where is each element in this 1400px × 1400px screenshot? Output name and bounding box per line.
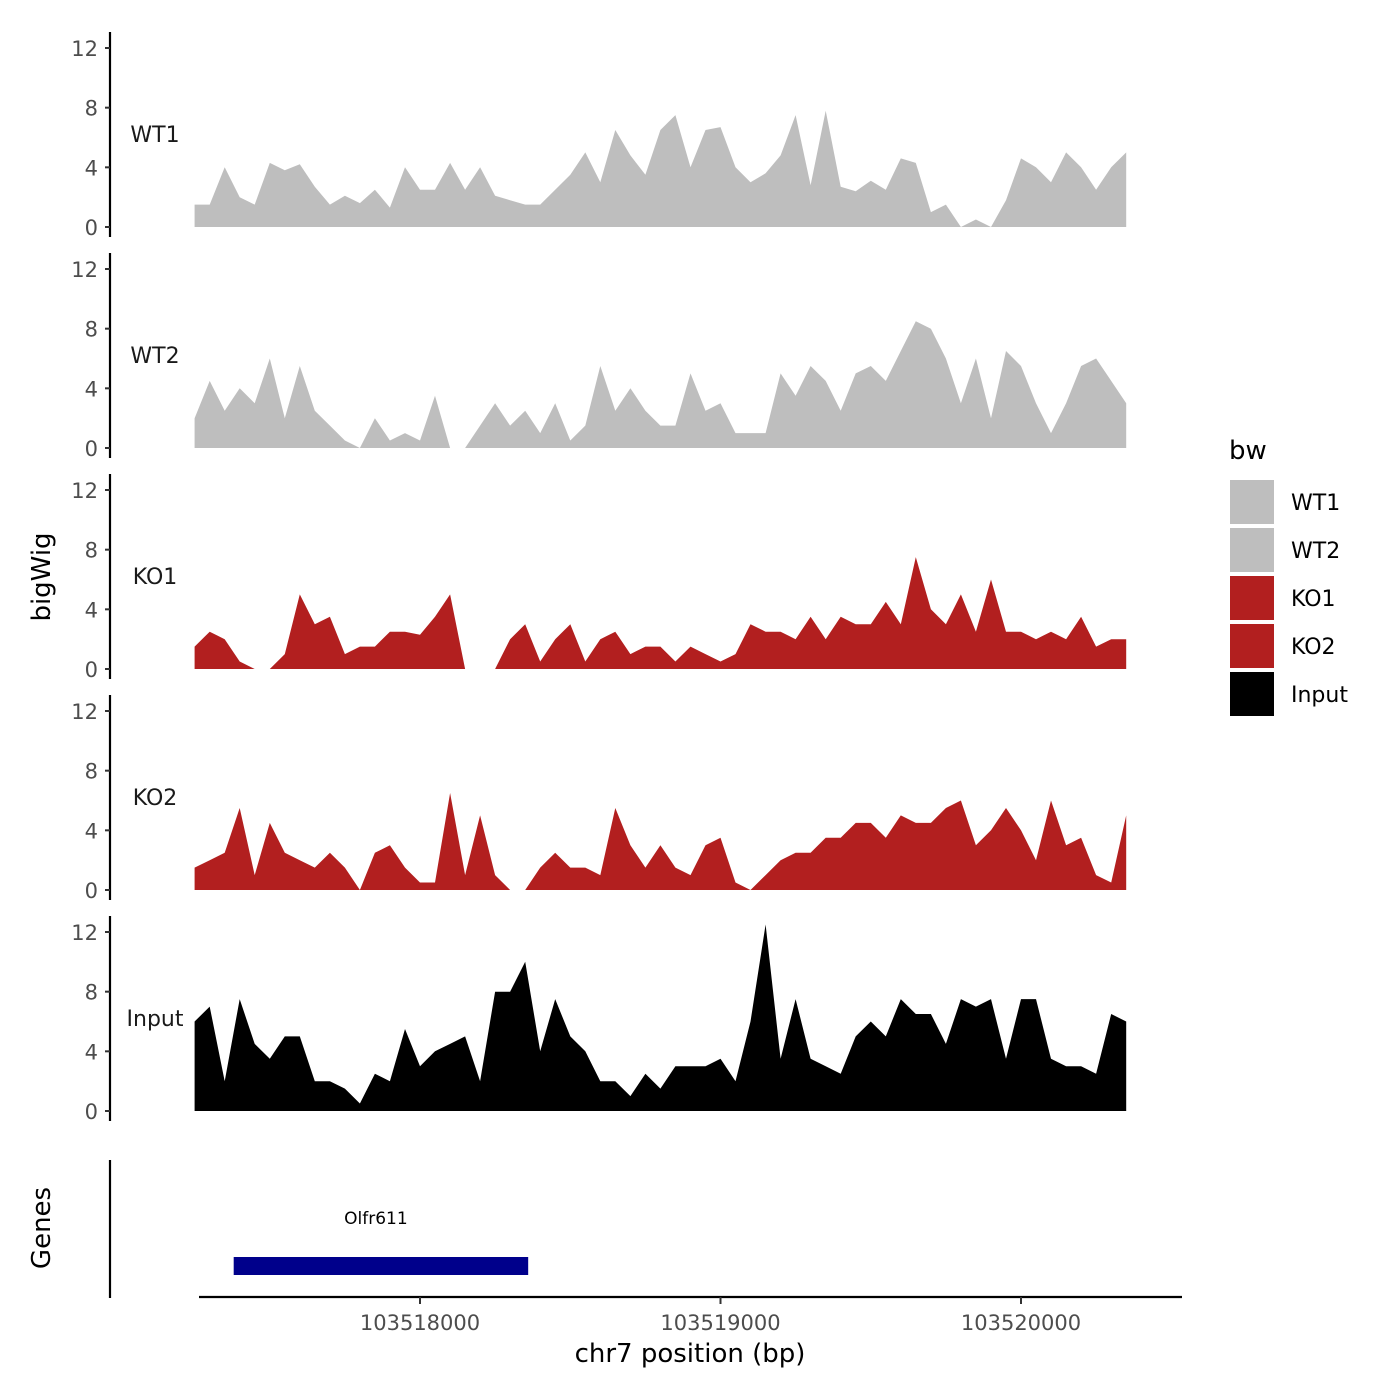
area-ko2 (194, 793, 1127, 890)
legend: bw WT1 WT2 KO1 KO2 Input (1229, 436, 1348, 716)
legend-label-ko2: KO2 (1291, 635, 1336, 660)
y-tick-label: 12 (71, 921, 98, 945)
track-input: 0 4 8 12 Input (71, 916, 1127, 1124)
y-tick-label: 4 (85, 156, 98, 180)
legend-label-wt1: WT1 (1291, 491, 1340, 516)
y-tick-label: 8 (85, 539, 98, 563)
legend-swatch-input (1230, 672, 1274, 716)
legend-swatch-wt1 (1230, 480, 1274, 524)
y-axis-label: bigWig (27, 532, 57, 621)
legend-title: bw (1229, 436, 1267, 466)
track-label-wt1: WT1 (130, 123, 179, 148)
y-tick-label: 0 (85, 879, 98, 903)
y-tick-label: 8 (85, 318, 98, 342)
y-tick-label: 4 (85, 1040, 98, 1064)
y-tick-label: 4 (85, 819, 98, 843)
y-tick-label: 8 (85, 97, 98, 121)
y-tick-label: 0 (85, 1100, 98, 1124)
gene-label-olfr611: Olfr611 (344, 1209, 408, 1229)
y-tick-label: 4 (85, 377, 98, 401)
track-ko1: 0 4 8 12 KO1 (71, 474, 1127, 682)
genes-axis-label: Genes (27, 1187, 57, 1269)
y-tick-label: 0 (85, 437, 98, 461)
y-tick-label: 12 (71, 37, 98, 61)
area-wt2 (194, 321, 1127, 448)
track-wt2: 0 4 8 12 WT2 (71, 253, 1127, 461)
legend-label-input: Input (1291, 683, 1348, 708)
legend-label-ko1: KO1 (1291, 587, 1336, 612)
area-wt1 (194, 110, 1127, 227)
legend-swatch-wt2 (1230, 528, 1274, 572)
track-label-input: Input (127, 1007, 184, 1032)
track-label-ko2: KO2 (133, 786, 178, 811)
track-wt1: 0 4 8 12 WT1 (71, 32, 1127, 240)
y-tick-label: 12 (71, 258, 98, 282)
y-tick-label: 12 (71, 479, 98, 503)
track-label-wt2: WT2 (130, 344, 179, 369)
track-ko2: 0 4 8 12 KO2 (71, 695, 1127, 903)
x-tick-label: 103520000 (961, 1311, 1081, 1335)
y-tick-label: 12 (71, 700, 98, 724)
legend-label-wt2: WT2 (1291, 539, 1340, 564)
gene-bar-olfr611 (233, 1257, 529, 1275)
y-tick-label: 8 (85, 981, 98, 1005)
track-label-ko1: KO1 (133, 565, 178, 590)
legend-swatch-ko1 (1230, 576, 1274, 620)
y-tick-label: 0 (85, 658, 98, 682)
x-axis: 103518000 103519000 103520000 (199, 1295, 1182, 1335)
area-ko1 (194, 557, 1127, 669)
x-tick-label: 103518000 (360, 1311, 480, 1335)
y-tick-label: 8 (85, 760, 98, 784)
y-tick-label: 4 (85, 598, 98, 622)
x-tick-label: 103519000 (660, 1311, 780, 1335)
y-tick-label: 0 (85, 216, 98, 240)
area-input (194, 924, 1127, 1111)
x-axis-label: chr7 position (bp) (575, 1339, 806, 1369)
tracks-group: 0 4 8 12 WT1 0 4 8 12 WT2 0 4 8 12 KO1 0 4 8 12 KO2 0 4 8 12 Inp… (71, 32, 1127, 1124)
genes-track: Olfr611 (108, 1160, 529, 1298)
legend-swatch-ko2 (1230, 624, 1274, 668)
